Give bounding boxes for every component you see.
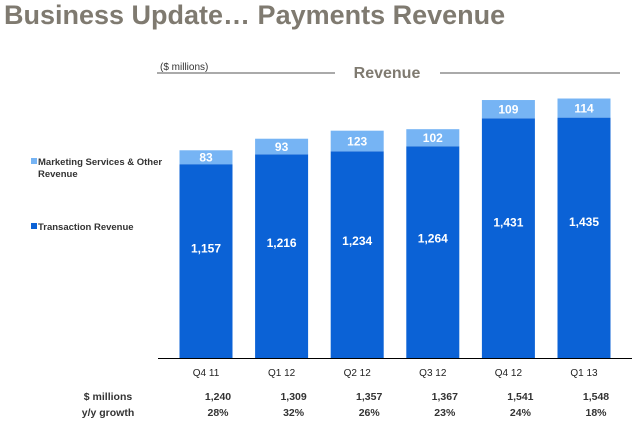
table-cell-y-y-growth-4: 24%: [510, 407, 532, 419]
x-tick-label-5: Q1 13: [570, 368, 598, 379]
legend-swatch-marketing-services-other-revenue: [31, 158, 37, 164]
bar-marketing-3: [406, 129, 460, 147]
bar-transaction-4: [481, 118, 535, 358]
label-marketing-4: 109: [498, 103, 518, 117]
bar-transaction-0: [179, 164, 233, 358]
label-transaction-5: 1,435: [569, 215, 599, 229]
x-tick-label-2: Q2 12: [344, 368, 372, 379]
table-cell-millions-5: 1,548: [583, 391, 609, 403]
table-row-label-y-y-growth: y/y growth: [82, 407, 135, 419]
label-transaction-2: 1,234: [342, 234, 372, 248]
bar-transaction-5: [557, 117, 611, 358]
table-cell-y-y-growth-0: 28%: [207, 407, 229, 419]
bar-transaction-1: [255, 154, 309, 358]
label-marketing-0: 83: [199, 151, 213, 165]
bar-marketing-2: [330, 130, 384, 152]
label-transaction-3: 1,264: [418, 231, 448, 245]
table-cell-millions-0: 1,240: [205, 391, 231, 403]
x-tick-label-3: Q3 12: [419, 368, 447, 379]
x-tick-label-1: Q1 12: [268, 368, 296, 379]
bar-transaction-2: [330, 151, 384, 358]
bar-transaction-3: [406, 146, 460, 358]
label-transaction-0: 1,157: [191, 242, 221, 256]
label-marketing-2: 123: [347, 134, 367, 148]
bar-marketing-5: [557, 98, 611, 118]
label-marketing-5: 114: [574, 102, 594, 116]
chart-title: Revenue: [354, 65, 421, 82]
bar-marketing-0: [179, 150, 233, 165]
legend-swatch-transaction-revenue: [31, 223, 37, 229]
table-cell-y-y-growth-5: 18%: [585, 407, 607, 419]
x-tick-label-4: Q4 12: [495, 368, 523, 379]
bar-marketing-1: [255, 138, 309, 155]
table-cell-y-y-growth-1: 32%: [283, 407, 305, 419]
units-label: ($ millions): [160, 62, 208, 73]
table-cell-millions-2: 1,357: [356, 391, 382, 403]
label-transaction-4: 1,431: [493, 215, 523, 229]
legend-label-marketing-services-other-revenue: Revenue: [38, 169, 78, 180]
table-cell-y-y-growth-3: 23%: [434, 407, 456, 419]
table-cell-millions-3: 1,367: [432, 391, 458, 403]
page-title: Business Update… Payments Revenue: [4, 0, 506, 30]
bar-marketing-4: [481, 100, 535, 119]
table-row-label-millions: $ millions: [84, 391, 133, 403]
x-tick-label-0: Q4 11: [193, 368, 220, 379]
table-cell-millions-1: 1,309: [280, 391, 306, 403]
table-cell-y-y-growth-2: 26%: [359, 407, 381, 419]
label-marketing-3: 102: [423, 131, 443, 145]
label-marketing-1: 93: [275, 140, 289, 154]
label-transaction-1: 1,216: [267, 236, 297, 250]
table-cell-millions-4: 1,541: [507, 391, 533, 403]
legend-label-transaction-revenue: Transaction Revenue: [38, 222, 134, 233]
legend-label-marketing-services-other-revenue: Marketing Services & Other: [38, 157, 162, 168]
